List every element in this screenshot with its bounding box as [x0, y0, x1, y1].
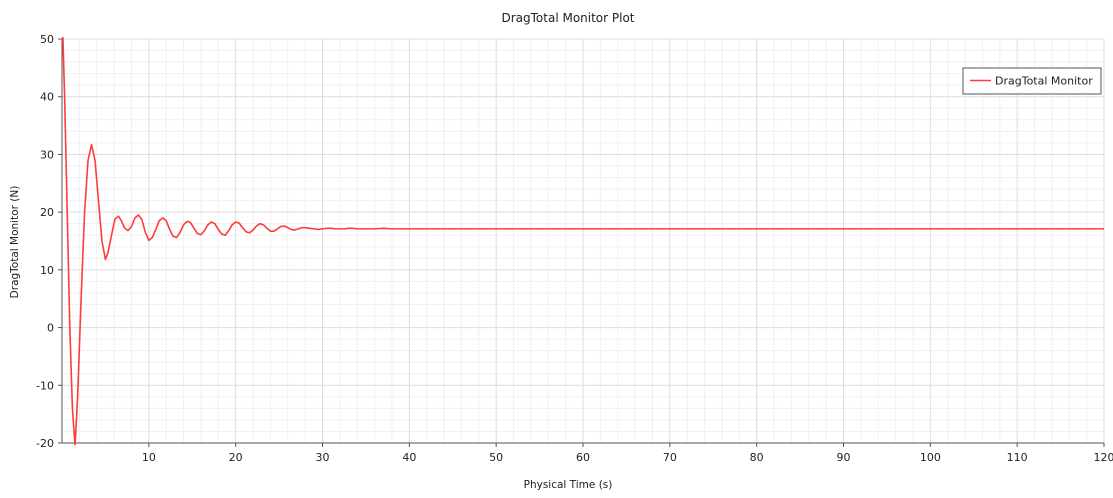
y-tick-label: 50: [40, 33, 54, 46]
y-tick-label: -20: [36, 437, 54, 450]
chart-title: DragTotal Monitor Plot: [501, 11, 634, 25]
x-tick-label: 70: [663, 451, 677, 464]
x-tick-label: 60: [576, 451, 590, 464]
x-tick-label: 100: [920, 451, 941, 464]
y-tick-label: 30: [40, 148, 54, 161]
y-tick-label: -10: [36, 379, 54, 392]
x-tick-label: 80: [750, 451, 764, 464]
y-tick-label: 20: [40, 206, 54, 219]
y-tick-label: 40: [40, 91, 54, 104]
x-tick-label: 110: [1007, 451, 1028, 464]
x-axis-label: Physical Time (s): [524, 479, 613, 491]
x-tick-label: 50: [489, 451, 503, 464]
x-tick-label: 10: [142, 451, 156, 464]
x-tick-label: 20: [229, 451, 243, 464]
y-tick-label: 10: [40, 264, 54, 277]
x-tick-label: 40: [402, 451, 416, 464]
x-tick-label: 90: [837, 451, 851, 464]
x-tick-label: 30: [316, 451, 330, 464]
legend-entry-label: DragTotal Monitor: [995, 75, 1093, 88]
x-tick-label: 120: [1094, 451, 1113, 464]
y-axis-label: DragTotal Monitor (N): [9, 186, 21, 299]
y-tick-label: 0: [47, 322, 54, 335]
legend[interactable]: DragTotal Monitor: [963, 68, 1101, 94]
